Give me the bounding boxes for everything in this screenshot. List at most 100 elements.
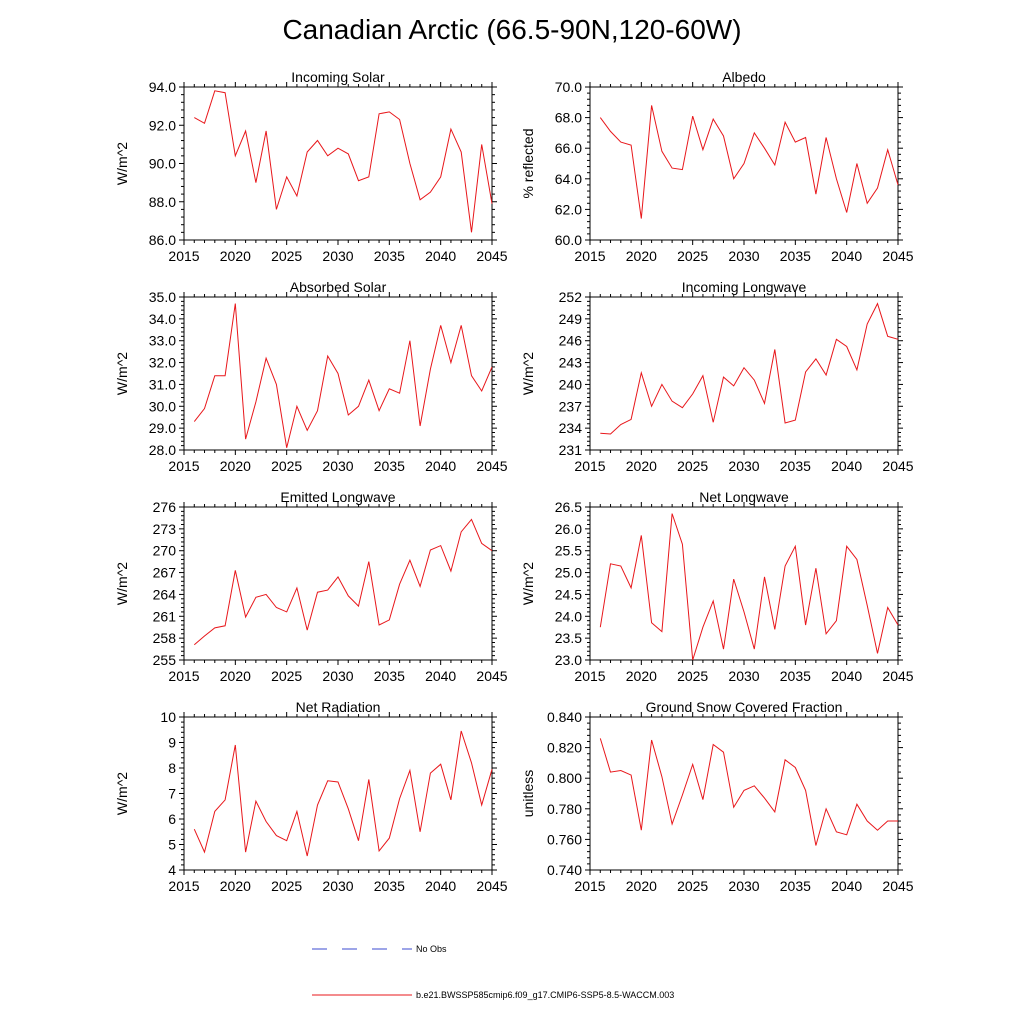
y-tick-label: 60.0	[555, 232, 582, 248]
x-tick-label: 2040	[831, 458, 862, 474]
legend-model-label: b.e21.BWSSP585cmip6.f09_g17.CMIP6-SSP5-8…	[416, 990, 675, 1000]
y-tick-label: 24.0	[555, 608, 582, 624]
chart-title: Ground Snow Covered Fraction	[646, 699, 843, 715]
plot-frame	[589, 506, 899, 661]
x-tick-label: 2015	[168, 458, 199, 474]
y-tick-label: 92.0	[149, 117, 176, 133]
x-tick-label: 2035	[780, 248, 811, 264]
chart-panel-2: Albedo % reflected 60.0 62.0 64.0 66.0 68.0 70.…	[520, 69, 914, 264]
y-tick-label: 25.5	[555, 543, 582, 559]
x-tick-label: 2035	[780, 458, 811, 474]
x-tick-label: 2020	[220, 458, 251, 474]
y-tick-label: 270	[153, 543, 177, 559]
y-tick-label: 252	[559, 289, 583, 305]
plot-frame	[589, 296, 899, 451]
y-axis-label: unitless	[520, 770, 536, 817]
x-tick-label: 2015	[574, 668, 605, 684]
chart-title: Incoming Longwave	[682, 279, 807, 295]
x-tick-label: 2025	[677, 668, 708, 684]
x-tick-label: 2040	[831, 878, 862, 894]
series-line	[193, 518, 493, 646]
x-tick-label: 2020	[220, 248, 251, 264]
chart-panel-7: Net Radiation W/m^2 4 5 6 7 8 9 10 2015 2020 2025 20…	[114, 699, 508, 894]
y-tick-label: 26.5	[555, 499, 582, 515]
y-tick-label: 24.5	[555, 586, 582, 602]
chart-panel-1: Incoming Solar W/m^2 86.0 88.0 90.0 92.0 94.0 2…	[114, 69, 508, 264]
y-tick-label: 273	[153, 521, 177, 537]
y-tick-label: 68.0	[555, 110, 582, 126]
chart-title: Albedo	[722, 69, 766, 85]
x-tick-label: 2045	[882, 668, 913, 684]
plot-frame	[183, 716, 493, 871]
chart-title: Net Radiation	[296, 699, 381, 715]
y-tick-label: 23.5	[555, 630, 582, 646]
page-title: Canadian Arctic (66.5-90N,120-60W)	[282, 14, 742, 45]
x-tick-label: 2045	[476, 458, 507, 474]
x-tick-label: 2015	[574, 248, 605, 264]
x-tick-label: 2045	[476, 248, 507, 264]
x-tick-label: 2045	[882, 248, 913, 264]
chart-title: Emitted Longwave	[280, 489, 395, 505]
chart-title: Net Longwave	[699, 489, 789, 505]
legend-obs-label: No Obs	[416, 944, 447, 954]
x-tick-label: 2040	[425, 248, 456, 264]
y-tick-label: 0.820	[547, 740, 582, 756]
x-tick-label: 2025	[271, 458, 302, 474]
x-tick-label: 2040	[425, 878, 456, 894]
y-tick-label: 5	[168, 837, 176, 853]
x-tick-label: 2020	[220, 668, 251, 684]
x-tick-label: 2035	[780, 668, 811, 684]
y-tick-label: 237	[559, 398, 583, 414]
x-tick-label: 2025	[271, 878, 302, 894]
x-tick-label: 2025	[677, 878, 708, 894]
y-tick-label: 86.0	[149, 232, 176, 248]
x-tick-label: 2025	[271, 668, 302, 684]
x-tick-label: 2040	[831, 668, 862, 684]
series-line	[193, 730, 493, 857]
x-tick-label: 2015	[168, 878, 199, 894]
y-axis-label: W/m^2	[114, 772, 130, 815]
y-tick-label: 66.0	[555, 140, 582, 156]
x-tick-label: 2040	[425, 668, 456, 684]
y-tick-label: 35.0	[149, 289, 176, 305]
x-tick-label: 2015	[574, 458, 605, 474]
chart-panel-3: Absorbed Solar W/m^2 28.0 29.0 30.0 31.0 32.0 3…	[114, 279, 508, 474]
x-tick-label: 2025	[271, 248, 302, 264]
y-tick-label: 33.0	[149, 333, 176, 349]
y-tick-label: 32.0	[149, 355, 176, 371]
y-tick-label: 88.0	[149, 194, 176, 210]
y-tick-label: 23.0	[555, 652, 582, 668]
y-tick-label: 10	[160, 709, 176, 725]
x-tick-label: 2045	[476, 668, 507, 684]
y-tick-label: 276	[153, 499, 177, 515]
chart-panel-4: Incoming Longwave W/m^2 231 234 237 240 243 246…	[520, 279, 914, 474]
x-tick-label: 2030	[728, 878, 759, 894]
y-tick-label: 34.0	[149, 311, 176, 327]
y-tick-label: 8	[168, 760, 176, 776]
x-tick-label: 2030	[322, 878, 353, 894]
plot-frame	[183, 86, 493, 241]
series-line	[194, 90, 493, 233]
chart-title: Absorbed Solar	[290, 279, 387, 295]
x-tick-label: 2030	[322, 668, 353, 684]
plot-frame	[589, 716, 899, 871]
y-axis-label: W/m^2	[114, 562, 130, 605]
y-axis-label: W/m^2	[520, 562, 536, 605]
y-tick-label: 9	[168, 735, 176, 751]
y-tick-label: 0.740	[547, 862, 582, 878]
y-tick-label: 267	[153, 565, 177, 581]
legend	[312, 948, 412, 996]
x-tick-label: 2035	[374, 458, 405, 474]
y-tick-label: 90.0	[149, 156, 176, 172]
y-tick-label: 29.0	[149, 420, 176, 436]
y-tick-label: 6	[168, 811, 176, 827]
y-tick-label: 70.0	[555, 79, 582, 95]
x-tick-label: 2015	[168, 668, 199, 684]
x-tick-label: 2015	[168, 248, 199, 264]
y-axis-label: W/m^2	[114, 142, 130, 185]
y-tick-label: 240	[559, 376, 583, 392]
y-tick-label: 64.0	[555, 171, 582, 187]
series-line	[600, 302, 899, 435]
chart-panel-8: Ground Snow Covered Fraction unitless 0.74…	[520, 699, 914, 894]
